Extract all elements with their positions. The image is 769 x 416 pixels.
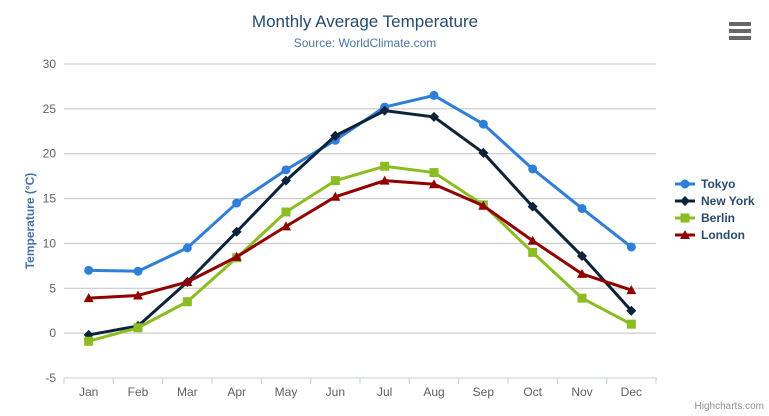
- point-marker[interactable]: [379, 175, 390, 185]
- y-axis-title: Temperature (°C): [23, 172, 37, 270]
- point-marker[interactable]: [680, 213, 690, 222]
- x-axis-label: Sep: [473, 385, 495, 399]
- x-axis-label: Apr: [227, 385, 246, 399]
- point-marker[interactable]: [133, 266, 143, 276]
- x-axis-label: Mar: [177, 385, 198, 399]
- point-marker[interactable]: [429, 168, 439, 178]
- point-marker[interactable]: [680, 195, 690, 206]
- series-line[interactable]: [87, 164, 633, 343]
- x-axis-label: Aug: [423, 385, 444, 399]
- series-tokyo[interactable]: [84, 90, 636, 276]
- point-marker[interactable]: [429, 179, 439, 189]
- point-marker[interactable]: [133, 323, 143, 333]
- point-marker[interactable]: [182, 243, 192, 253]
- point-marker[interactable]: [380, 161, 390, 171]
- legend-item-label: Tokyo: [701, 176, 736, 191]
- point-marker[interactable]: [232, 198, 242, 208]
- hamburger-icon: [729, 29, 751, 33]
- series-new-york[interactable]: [83, 105, 637, 340]
- y-axis-label: 25: [43, 102, 57, 116]
- legend-item-label: Berlin: [701, 210, 736, 225]
- series-line[interactable]: [87, 109, 633, 337]
- point-marker[interactable]: [281, 207, 291, 217]
- triangle-marker-icon: [675, 229, 695, 239]
- legend-item-berlin[interactable]: Berlin: [674, 209, 755, 226]
- point-marker[interactable]: [83, 293, 94, 303]
- point-marker[interactable]: [281, 165, 291, 175]
- point-marker[interactable]: [626, 242, 636, 252]
- point-marker[interactable]: [429, 90, 439, 100]
- point-marker[interactable]: [626, 319, 636, 329]
- series-london[interactable]: [83, 175, 637, 303]
- y-axis-label: 20: [43, 147, 57, 161]
- x-axis-label: Jul: [377, 385, 392, 399]
- point-marker[interactable]: [133, 290, 143, 300]
- point-marker[interactable]: [330, 191, 341, 201]
- y-axis-label: 5: [49, 281, 56, 295]
- point-marker[interactable]: [231, 251, 242, 261]
- point-marker[interactable]: [527, 235, 538, 245]
- y-axis-label: 0: [49, 326, 56, 340]
- point-marker[interactable]: [231, 226, 242, 237]
- x-axis-label: Jan: [79, 385, 98, 399]
- context-menu-button[interactable]: [727, 20, 753, 42]
- square-marker-icon: [675, 213, 695, 222]
- x-axis-label: Oct: [523, 385, 542, 399]
- point-marker[interactable]: [182, 297, 192, 307]
- y-axis-label: 15: [43, 192, 57, 206]
- point-marker[interactable]: [84, 336, 94, 346]
- hamburger-icon: [729, 22, 751, 26]
- legend: Tokyo New York Berlin London: [674, 175, 755, 243]
- point-marker[interactable]: [577, 250, 587, 261]
- point-marker[interactable]: [527, 201, 538, 212]
- point-marker[interactable]: [478, 119, 488, 129]
- point-marker[interactable]: [626, 285, 637, 295]
- point-marker[interactable]: [182, 277, 193, 287]
- point-marker[interactable]: [281, 221, 291, 231]
- point-marker[interactable]: [281, 175, 291, 186]
- point-marker[interactable]: [680, 179, 690, 188]
- x-axis-label: Feb: [128, 385, 149, 399]
- point-marker[interactable]: [680, 229, 690, 239]
- x-axis-label: Dec: [621, 385, 642, 399]
- legend-item-new-york[interactable]: New York: [674, 192, 755, 209]
- y-axis-label: 10: [43, 236, 57, 250]
- point-marker[interactable]: [478, 200, 489, 210]
- point-marker[interactable]: [379, 105, 390, 116]
- chart-subtitle: Source: WorldClimate.com: [293, 36, 437, 50]
- point-marker[interactable]: [626, 305, 637, 316]
- hamburger-icon: [729, 36, 751, 40]
- point-marker[interactable]: [330, 130, 341, 141]
- point-marker[interactable]: [330, 176, 340, 186]
- point-marker[interactable]: [577, 293, 587, 303]
- x-axis-label: Nov: [571, 385, 592, 399]
- highcharts-credit[interactable]: Highcharts.com: [694, 401, 764, 412]
- point-marker[interactable]: [478, 147, 489, 158]
- legend-item-label: New York: [701, 193, 755, 208]
- legend-item-tokyo[interactable]: Tokyo: [674, 175, 755, 192]
- x-axis-label: Jun: [326, 385, 345, 399]
- point-marker[interactable]: [577, 203, 587, 213]
- diamond-marker-icon: [675, 195, 695, 206]
- circle-marker-icon: [675, 179, 695, 188]
- point-marker[interactable]: [84, 265, 94, 275]
- point-marker[interactable]: [528, 164, 538, 174]
- x-axis-label: May: [275, 385, 298, 399]
- series-line[interactable]: [87, 179, 633, 300]
- point-marker[interactable]: [429, 111, 439, 122]
- y-axis-label: -5: [45, 371, 56, 385]
- point-marker[interactable]: [577, 268, 587, 278]
- point-marker[interactable]: [528, 247, 538, 257]
- chart-title: Monthly Average Temperature: [251, 12, 479, 31]
- legend-item-london[interactable]: London: [674, 226, 755, 243]
- legend-item-label: London: [701, 227, 745, 242]
- y-axis-label: 30: [43, 57, 57, 71]
